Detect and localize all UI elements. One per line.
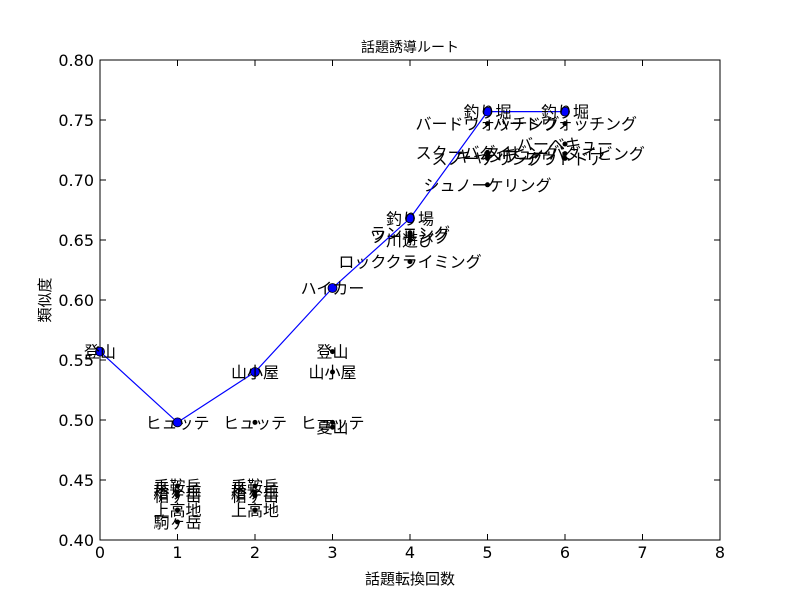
candidate-point [330,419,335,425]
candidate-label: ヒュッテ [300,413,364,432]
candidate-label: スクーバダイビング [416,143,560,162]
route-point-label: 登山 [84,343,116,362]
candidate-label: アウトドア [525,149,605,168]
x-axis-title: 話題転換回数 [365,570,455,588]
y-tick-label: 0.45 [58,471,94,490]
candidate-point [485,182,490,188]
candidate-point [252,493,258,499]
candidate-point [485,155,490,161]
route-point [327,283,338,293]
x-tick-label: 1 [172,543,182,562]
candidate-point [175,519,180,525]
x-axis: 0 1 2 3 4 5 6 7 8 [95,60,725,562]
candidate-label: 上高地 [231,501,279,520]
candidate-label: 槍ヶ岳 [231,487,279,506]
candidate-point [175,483,180,489]
candidate-label: 槍ヶ岳 [153,487,201,506]
x-tick-label: 6 [560,543,570,562]
candidate-point [330,369,335,375]
y-tick-label: 0.65 [58,231,94,250]
y-tick-label: 0.60 [58,291,94,310]
candidate-label: バーベキュー [517,135,613,154]
candidate-label: バードウォッチング [415,115,559,134]
candidate-label: 乗鞍岳 [153,477,201,496]
x-tick-label: 4 [405,543,415,562]
candidate-point [485,149,490,155]
x-tick-label: 0 [95,543,105,562]
x-tick-label: 3 [327,543,337,562]
route-point-label: ハイカー [301,279,365,298]
route-point-label: 釣り堀 [541,103,589,122]
candidate-label: スノーケリング [431,149,543,168]
candidate-label: ロッククライミング [338,253,481,272]
candidate-point [407,230,413,236]
route-point [172,417,183,428]
candidate-point [252,489,258,495]
candidate-point [485,121,490,127]
candidate-label: ツーリング [370,227,450,246]
candidate-point [562,155,568,161]
route-point-label: 山小屋 [231,363,279,382]
candidate-point [562,141,568,147]
candidate-label: 駒ヶ岳 [153,513,201,532]
x-tick-label: 7 [637,543,647,562]
candidate-point [330,424,335,430]
route-point-label: 釣り堀 [463,103,511,122]
candidate-label: 山小屋 [308,363,356,382]
plot-area [99,59,721,541]
route-point [560,106,570,117]
candidate-label: 槍ヶ岳 [231,483,279,502]
x-tick-label: 8 [715,543,725,562]
y-tick-label: 0.80 [58,51,94,70]
candidate-point [175,493,180,499]
candidate-label: 上高地 [153,501,201,520]
candidate-label: 登山 [316,343,348,362]
route-point [405,213,415,224]
y-tick-label: 0.70 [58,171,94,190]
route-point-label: 釣り場 [386,209,434,228]
x-tick-label: 2 [250,543,260,562]
candidate-label: ヒュッテ [223,413,287,432]
candidate-point [562,151,568,157]
candidate-label: 夏山 [316,418,348,437]
candidate-label: シュノーケリング [423,176,551,195]
route-point [95,346,105,357]
y-tick-label: 0.55 [58,351,94,370]
candidate-label: 槍ヶ岳 [153,483,201,502]
candidate-point [407,259,413,265]
candidate-point [175,489,180,495]
route-point [482,106,493,117]
y-tick-label: 0.50 [58,411,94,430]
candidate-point [330,349,335,355]
candidate-label: ランニング [370,224,450,243]
route-point-label: ヒュッテ [145,413,209,432]
candidate-point [252,483,258,489]
candidate-point [562,121,568,127]
route-point [250,367,260,377]
candidate-point [252,507,258,513]
candidate-label: 川遊び [386,231,434,250]
y-axis-title: 類似度 [36,277,54,322]
y-axis: 0.40 0.45 0.50 0.55 0.60 0.65 0.70 0.75 0.80 [58,51,720,550]
candidate-layer: 乗鞍岳槍ヶ岳槍ヶ岳上高地駒ヶ岳ヒュッテ乗鞍岳槍ヶ岳槍ヶ岳上高地登山山小屋ヒュッテ… [153,115,644,532]
candidate-point [407,233,413,239]
chart-title: 話題誘導ルート [361,39,459,56]
candidate-point [175,507,180,513]
candidate-point [407,237,413,243]
candidate-point [252,419,258,425]
x-tick-label: 5 [482,543,492,562]
y-tick-label: 0.75 [58,111,94,130]
candidate-label: バードウォッチング [493,115,637,134]
candidate-label: スキューバダイビング [485,145,645,164]
y-tick-label: 0.40 [58,531,94,550]
candidate-label: 乗鞍岳 [231,477,279,496]
